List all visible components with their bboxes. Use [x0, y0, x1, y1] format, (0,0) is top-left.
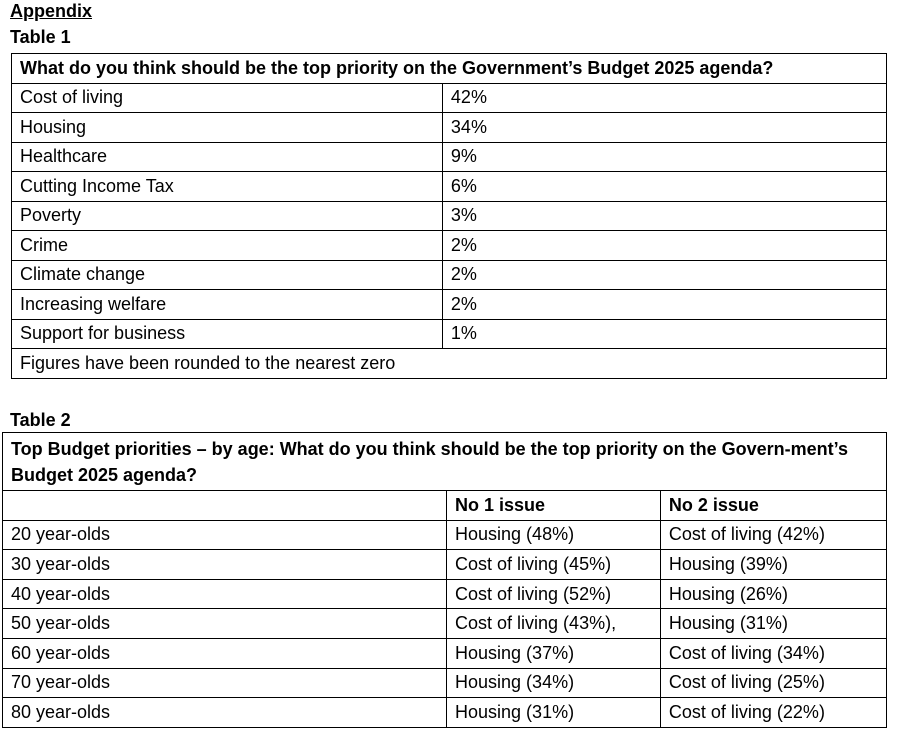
- table2-title: Top Budget priorities – by age: What do …: [2, 432, 887, 491]
- table1-label: Table 1: [10, 27, 71, 47]
- table1-value: 34%: [441, 112, 888, 143]
- table2-no1: Housing (48%): [446, 519, 661, 551]
- table-row: 50 year-olds Cost of living (43%), Housing…: [1, 608, 888, 639]
- table-row: 70 year-olds Housing (34%) Cost of living …: [1, 667, 888, 699]
- table1-item: Poverty: [11, 200, 443, 231]
- table2-header-row: No 1 issue No 2 issue: [1, 490, 888, 521]
- table1: What do you think should be the top prio…: [11, 53, 888, 379]
- table1-value: 6%: [441, 171, 888, 202]
- table2-age: 20 year-olds: [1, 519, 448, 551]
- table-row: 60 year-olds Housing (37%) Cost of living …: [1, 637, 888, 669]
- table1-item: Increasing welfare: [11, 289, 443, 320]
- table2-no1: Housing (31%): [446, 697, 661, 728]
- table1-item: Crime: [11, 230, 443, 261]
- table2-age: 70 year-olds: [1, 667, 448, 699]
- table1-item: Healthcare: [11, 141, 443, 172]
- table-row: Cost of living 42%: [11, 82, 888, 113]
- table1-item: Climate change: [11, 259, 443, 290]
- table2-no2: Housing (26%): [659, 578, 888, 610]
- table-row: 40 year-olds Cost of living (52%) Housing …: [1, 578, 888, 610]
- table2-age: 40 year-olds: [1, 578, 448, 610]
- table-row: Cutting Income Tax 6%: [11, 171, 888, 202]
- table-row: Crime 2%: [11, 230, 888, 261]
- table1-value: 42%: [441, 82, 888, 113]
- table1-value: 2%: [441, 289, 888, 320]
- table2-no2: Housing (39%): [659, 549, 888, 580]
- table2-no2: Cost of living (34%): [659, 637, 888, 669]
- table1-value: 2%: [441, 259, 888, 290]
- table1-item: Cost of living: [11, 82, 443, 113]
- table2-no2: Cost of living (25%): [659, 667, 888, 699]
- table2-no1: Cost of living (52%): [446, 578, 661, 610]
- table2-no1: Housing (37%): [446, 637, 661, 669]
- table2-age: 30 year-olds: [1, 549, 448, 580]
- table1-item: Housing: [11, 112, 443, 143]
- table-row: 30 year-olds Cost of living (45%) Housing …: [1, 549, 888, 580]
- table1-item: Cutting Income Tax: [11, 171, 443, 202]
- table-row: Support for business 1%: [11, 318, 888, 349]
- table-row: Climate change 2%: [11, 259, 888, 290]
- table2-label: Table 2: [10, 410, 71, 430]
- table-row: Poverty 3%: [11, 200, 888, 231]
- table1-value: 2%: [441, 230, 888, 261]
- table1-title-row: What do you think should be the top prio…: [11, 53, 887, 84]
- table2-header-no1: No 1 issue: [446, 490, 661, 521]
- table2-age: 80 year-olds: [1, 697, 448, 728]
- table2-header-no2: No 2 issue: [659, 490, 888, 521]
- table-row: 80 year-olds Housing (31%) Cost of living …: [1, 697, 888, 728]
- table2-age: 50 year-olds: [1, 608, 448, 639]
- table1-value: 1%: [441, 318, 888, 349]
- table1-note-row: Figures have been rounded to the nearest…: [11, 348, 887, 379]
- table2: Top Budget priorities – by age: What do …: [1, 432, 888, 728]
- table2-no2: Cost of living (42%): [659, 519, 888, 551]
- table2-no1: Housing (34%): [446, 667, 661, 699]
- table-row: 20 year-olds Housing (48%) Cost of living …: [1, 519, 888, 551]
- table2-no2: Cost of living (22%): [659, 697, 888, 728]
- table2-age: 60 year-olds: [1, 637, 448, 669]
- table-row: Healthcare 9%: [11, 141, 888, 172]
- table1-note: Figures have been rounded to the nearest…: [11, 348, 887, 379]
- table2-no2: Housing (31%): [659, 608, 888, 639]
- table1-item: Support for business: [11, 318, 443, 349]
- table2-header-blank: [1, 490, 448, 521]
- table-row: Increasing welfare 2%: [11, 289, 888, 320]
- appendix-heading: Appendix: [10, 1, 93, 21]
- table-row: Housing 34%: [11, 112, 888, 143]
- table1-value: 9%: [441, 141, 888, 172]
- table2-no1: Cost of living (43%),: [446, 608, 661, 639]
- table1-value: 3%: [441, 200, 888, 231]
- table2-no1: Cost of living (45%): [446, 549, 661, 580]
- table2-title-row: Top Budget priorities – by age: What do …: [2, 432, 887, 491]
- table1-title: What do you think should be the top prio…: [11, 53, 887, 84]
